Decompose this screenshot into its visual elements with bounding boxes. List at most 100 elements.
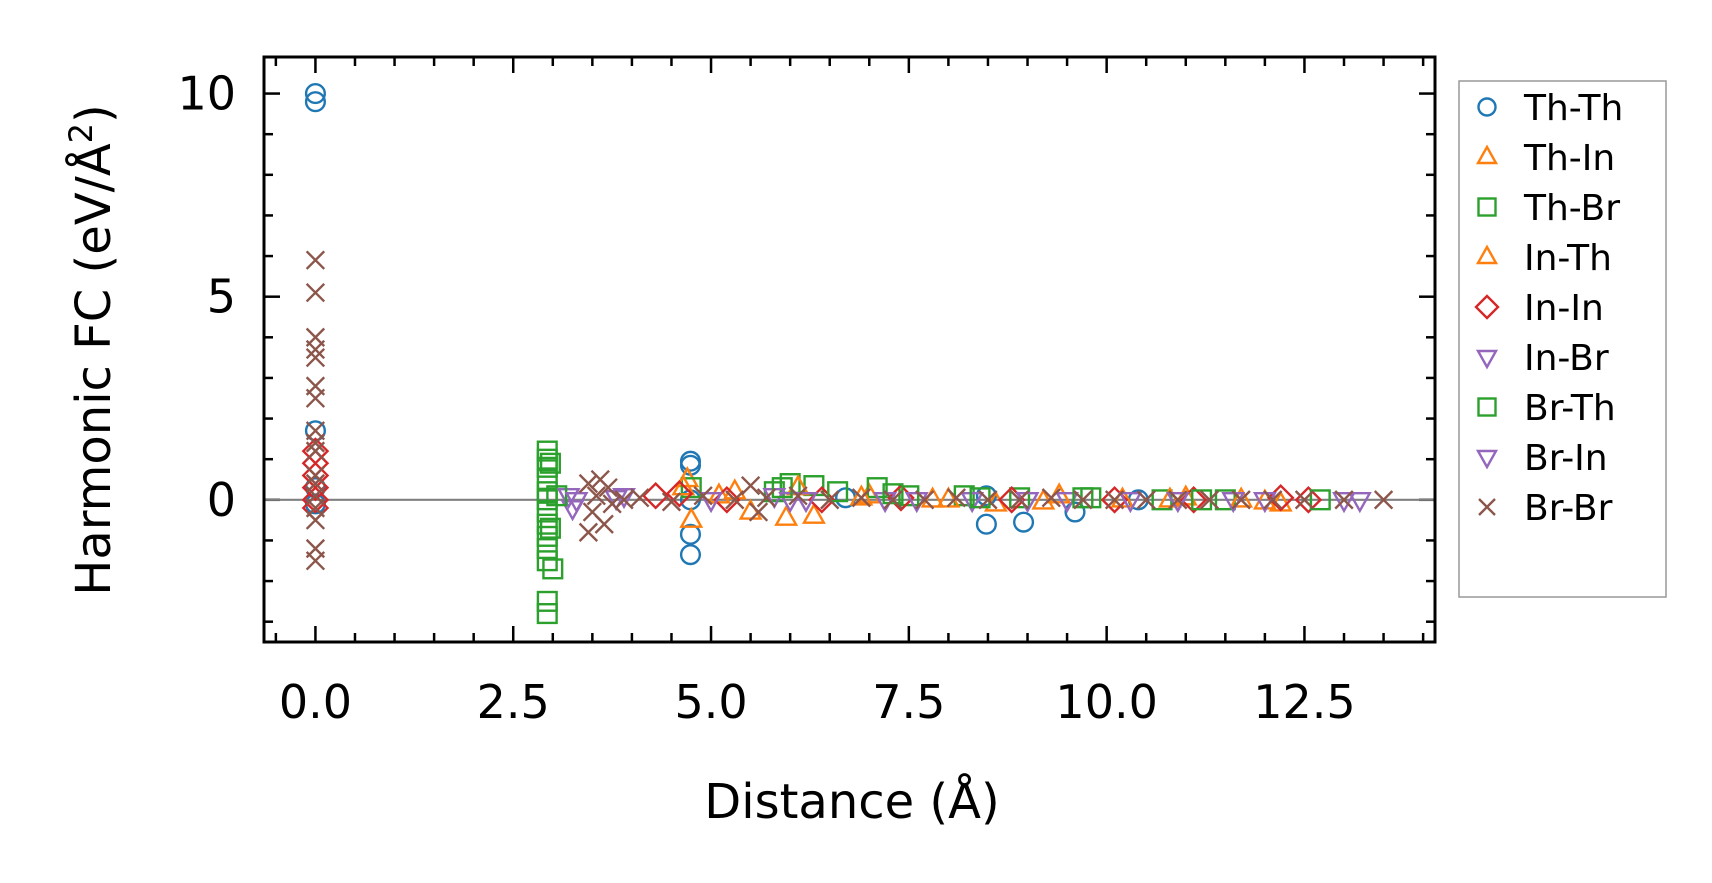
data-point bbox=[661, 492, 682, 512]
data-point bbox=[305, 347, 326, 368]
data-point bbox=[1041, 488, 1061, 508]
data-point bbox=[1332, 492, 1356, 514]
data-point bbox=[820, 490, 840, 510]
data-point bbox=[602, 494, 622, 514]
legend-label-br-th: Br-Th bbox=[1524, 388, 1616, 429]
data-point bbox=[305, 510, 326, 530]
x-axis-label: Distance (Å) bbox=[704, 773, 999, 830]
legend: Th-Th Th-In Th-Br In-Th In-In In-Br Br-Th Br-In… bbox=[1458, 80, 1667, 598]
data-point bbox=[671, 474, 696, 496]
legend-marker-br-in bbox=[1475, 449, 1499, 470]
data-point bbox=[1168, 490, 1188, 510]
data-point bbox=[536, 550, 558, 572]
data-point bbox=[556, 487, 581, 510]
data-point bbox=[679, 450, 702, 472]
data-point bbox=[1199, 490, 1220, 510]
data-point bbox=[546, 485, 568, 507]
data-point bbox=[536, 538, 558, 560]
data-point bbox=[1118, 492, 1143, 514]
data-point bbox=[978, 490, 998, 510]
legend-marker-br-th bbox=[1477, 397, 1497, 417]
y-tick-label: 0 bbox=[207, 473, 236, 527]
data-point bbox=[1009, 487, 1031, 509]
legend-marker-in-in bbox=[1474, 294, 1500, 320]
data-point bbox=[305, 551, 326, 571]
x-tick-label: 5.0 bbox=[674, 675, 747, 729]
data-point bbox=[598, 477, 618, 498]
series-br-br bbox=[305, 250, 1394, 571]
x-tick-labels: 0.0 2.5 5.0 7.5 10.0 12.5 bbox=[279, 675, 1356, 729]
data-point bbox=[304, 91, 326, 113]
data-point bbox=[1347, 492, 1372, 514]
y-tick-label: 10 bbox=[177, 67, 236, 121]
data-point bbox=[1165, 492, 1190, 514]
axis-ticks bbox=[264, 57, 1435, 642]
x-tick-label: 10.0 bbox=[1055, 675, 1157, 729]
data-point bbox=[680, 477, 702, 499]
data-point bbox=[882, 483, 904, 505]
data-point bbox=[536, 456, 558, 478]
data-point bbox=[756, 488, 777, 508]
legend-label-br-in: Br-In bbox=[1524, 438, 1608, 479]
data-point bbox=[1055, 492, 1080, 514]
data-point bbox=[665, 479, 694, 508]
series-th-br bbox=[536, 440, 1236, 625]
x-tick-label: 2.5 bbox=[477, 675, 550, 729]
data-points bbox=[301, 83, 1394, 625]
legend-marker-in-br bbox=[1475, 349, 1499, 370]
data-point bbox=[740, 475, 761, 496]
data-point bbox=[536, 590, 558, 612]
legend-label-in-in: In-In bbox=[1524, 288, 1604, 329]
legend-label-in-br: In-Br bbox=[1524, 338, 1609, 379]
data-point bbox=[1263, 490, 1283, 510]
data-point bbox=[699, 492, 723, 514]
data-point bbox=[748, 502, 769, 522]
data-point bbox=[915, 490, 935, 510]
legend-marker-in-th bbox=[1475, 244, 1499, 265]
x-tick-label: 0.0 bbox=[279, 675, 352, 729]
data-point bbox=[536, 525, 558, 547]
y-tick-label: 5 bbox=[207, 270, 236, 324]
y-axis-label-close: ) bbox=[66, 104, 122, 123]
data-point bbox=[975, 485, 997, 507]
data-point bbox=[539, 517, 561, 539]
data-point bbox=[1064, 501, 1086, 523]
data-point bbox=[578, 522, 599, 542]
data-point bbox=[725, 490, 745, 510]
data-point bbox=[1229, 486, 1254, 508]
legend-box bbox=[1458, 80, 1667, 598]
y-axis-label: Harmonic FC (eV/Å2) bbox=[62, 104, 122, 596]
data-point bbox=[827, 481, 849, 503]
data-point bbox=[794, 492, 818, 514]
data-point bbox=[851, 488, 872, 508]
data-point bbox=[564, 492, 589, 514]
data-point bbox=[305, 433, 326, 453]
data-point bbox=[305, 465, 326, 486]
data-point bbox=[774, 504, 799, 526]
legend-marker-th-in bbox=[1475, 144, 1499, 165]
data-point bbox=[586, 486, 606, 506]
data-point bbox=[975, 513, 997, 535]
data-point bbox=[679, 544, 702, 566]
data-point bbox=[883, 490, 903, 510]
data-point bbox=[1373, 490, 1394, 510]
data-point bbox=[578, 473, 599, 494]
data-point bbox=[801, 502, 826, 524]
data-point bbox=[1294, 490, 1315, 510]
y-axis-label-main: Harmonic FC (eV/Å bbox=[65, 143, 122, 596]
legend-label-br-br: Br-Br bbox=[1524, 488, 1613, 529]
data-point bbox=[778, 492, 803, 514]
data-point bbox=[849, 484, 874, 506]
y-tick-labels: 0 5 10 bbox=[177, 67, 236, 527]
data-point bbox=[305, 339, 326, 360]
data-point bbox=[1013, 511, 1035, 533]
data-point bbox=[301, 486, 330, 514]
data-point bbox=[1072, 487, 1094, 509]
data-point bbox=[1231, 490, 1251, 510]
data-point bbox=[1104, 490, 1125, 510]
data-point bbox=[679, 506, 704, 528]
data-point bbox=[304, 83, 326, 105]
data-point bbox=[305, 441, 326, 461]
data-point bbox=[1073, 490, 1093, 510]
